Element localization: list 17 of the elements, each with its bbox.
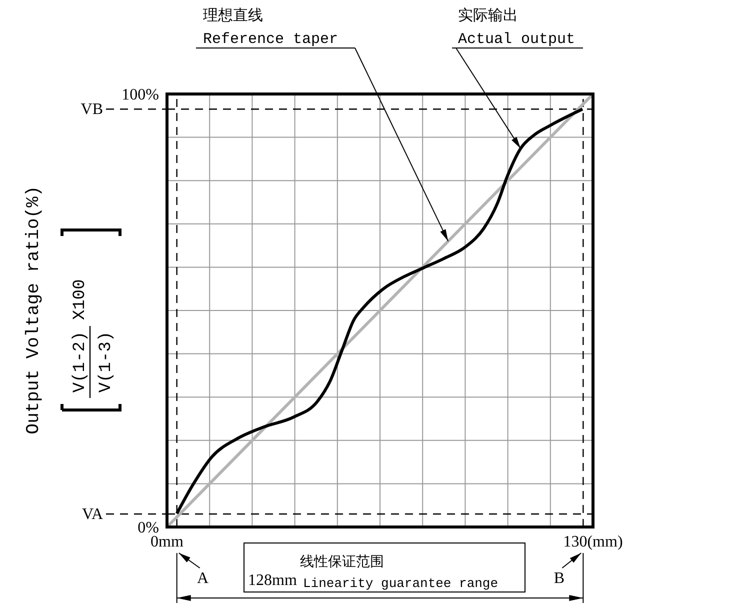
ref-line-label: VB	[80, 101, 103, 118]
text: Linearity guarantee range	[303, 576, 498, 591]
y-tick-label: 100%	[122, 86, 159, 104]
text: 理想直线	[203, 6, 263, 24]
text: 128mm	[248, 572, 298, 589]
text: Reference taper	[203, 31, 338, 48]
text: 实际输出	[458, 6, 518, 24]
ref-line-label: A	[197, 570, 210, 587]
text: Actual output	[458, 31, 576, 48]
x-tick-label: 130(mm)	[563, 533, 623, 550]
ref-line-label: VA	[82, 506, 104, 524]
text: 线性保证范围	[300, 554, 384, 570]
text: V(1-3)	[97, 331, 116, 393]
text: V(1-2)	[71, 331, 90, 393]
ref-line-label: B	[554, 570, 565, 587]
y-axis-title: Output Voltage ratio(%)	[24, 186, 44, 434]
text: X100	[71, 279, 90, 320]
